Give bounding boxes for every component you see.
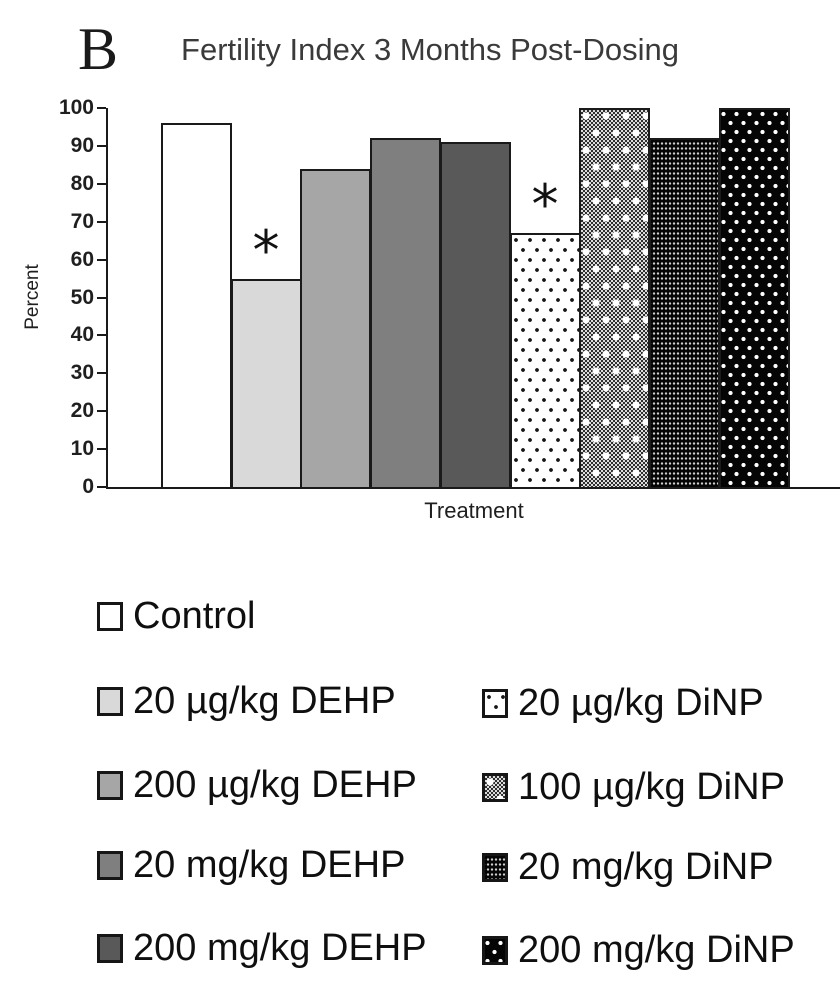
legend-label: 20 µg/kg DiNP (518, 682, 764, 724)
y-tick-mark (97, 486, 106, 488)
legend-item-200-mg-kg-dehp: 200 mg/kg DEHP (97, 926, 427, 970)
legend-swatch-gray-med (97, 770, 123, 800)
legend-item-100-g-kg-dinp: 100 µg/kg DiNP (482, 765, 785, 809)
y-tick-label: 80 (70, 171, 94, 195)
x-axis-label: Treatment (424, 498, 524, 523)
legend-label: 200 mg/kg DiNP (518, 929, 795, 971)
panel-label: B (78, 16, 119, 82)
y-tick-mark (97, 372, 106, 375)
legend-label: Control (133, 595, 256, 637)
y-axis-label: Percent (22, 264, 43, 330)
bar-100-g-kg-dinp (579, 108, 650, 489)
bar-plot-area (108, 108, 840, 489)
legend-label: 20 mg/kg DiNP (518, 846, 774, 888)
bar-20-mg-kg-dinp (649, 138, 720, 489)
legend-swatch-gray-dark (97, 933, 123, 963)
legend-label: 200 µg/kg DEHP (133, 764, 417, 806)
legend-item-20-g-kg-dinp: 20 µg/kg DiNP (482, 681, 764, 725)
y-tick-label: 100 (58, 96, 94, 119)
y-tick-label: 60 (70, 247, 94, 271)
y-tick-mark (97, 410, 106, 413)
legend-swatch-checker-dots (482, 772, 508, 802)
legend-item-200-mg-kg-dinp: 200 mg/kg DiNP (482, 928, 795, 972)
y-axis-line (106, 108, 108, 489)
legend-label: 100 µg/kg DiNP (518, 766, 785, 808)
legend-swatch-fine-dots (482, 852, 508, 882)
y-tick-mark (97, 220, 106, 223)
bar-control (161, 123, 232, 489)
bar-20-g-kg-dehp (231, 279, 302, 489)
y-tick-label: 70 (70, 209, 94, 233)
y-tick-label: 30 (70, 361, 94, 385)
bar-200-mg-kg-dinp (719, 108, 790, 489)
y-tick-label: 50 (70, 285, 94, 309)
y-tick-label: 0 (82, 475, 94, 498)
y-tick-mark (97, 296, 106, 299)
legend-item-20-g-kg-dehp: 20 µg/kg DEHP (97, 679, 396, 723)
significance-asterisk: * (252, 219, 280, 282)
y-tick-mark (97, 144, 106, 147)
legend-item-200-g-kg-dehp: 200 µg/kg DEHP (97, 763, 417, 807)
y-tick-label: 10 (70, 437, 94, 461)
chart-title: Fertility Index 3 Months Post-Dosing (181, 32, 679, 67)
legend-label: 200 mg/kg DEHP (133, 927, 427, 969)
legend-item-20-mg-kg-dehp: 20 mg/kg DEHP (97, 843, 405, 887)
y-tick-mark (97, 258, 106, 261)
bar-200-g-kg-dehp (300, 169, 371, 489)
y-tick-mark (97, 107, 106, 109)
legend-swatch-white (97, 601, 123, 631)
legend-item-20-mg-kg-dinp: 20 mg/kg DiNP (482, 845, 774, 889)
legend-item-control: Control (97, 594, 256, 638)
y-tick-mark (97, 448, 106, 451)
bar-20-g-kg-dinp (510, 233, 581, 489)
legend-swatch-gray (97, 850, 123, 880)
y-tick-label: 40 (70, 323, 94, 347)
y-tick-mark (97, 182, 106, 185)
y-tick-label: 90 (70, 133, 94, 157)
legend-label: 20 mg/kg DEHP (133, 844, 406, 886)
y-tick-label: 20 (70, 399, 94, 423)
legend-swatch-gray-light (97, 686, 123, 716)
legend-label: 20 µg/kg DEHP (133, 680, 396, 722)
legend-swatch-white-dots (482, 688, 508, 718)
legend-swatch-black-dots (482, 935, 508, 965)
bar-20-mg-kg-dehp (370, 138, 441, 489)
significance-asterisk: * (531, 173, 559, 236)
y-tick-mark (97, 334, 106, 337)
bar-200-mg-kg-dehp (440, 142, 511, 489)
